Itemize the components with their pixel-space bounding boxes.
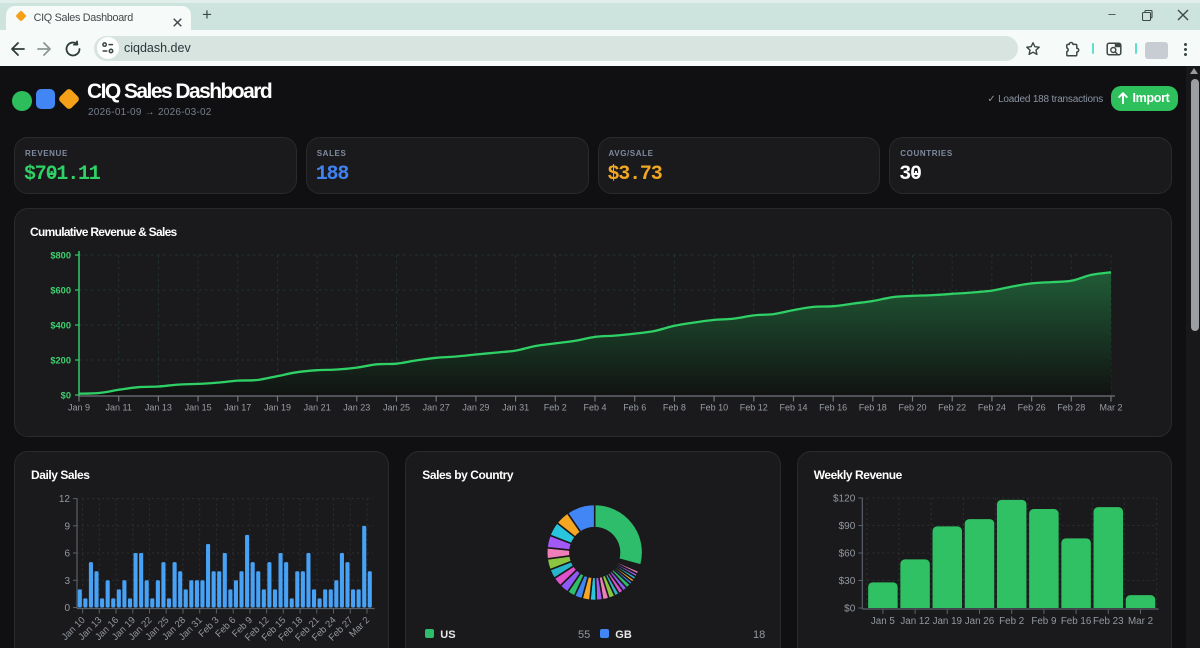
svg-text:Feb 26: Feb 26 [1018,403,1046,413]
svg-text:Jan 19: Jan 19 [264,403,291,413]
svg-text:Jan 12: Jan 12 [900,616,929,627]
svg-text:Feb 6: Feb 6 [623,403,646,413]
svg-text:Feb 2: Feb 2 [544,403,567,413]
svg-text:Feb 4: Feb 4 [583,403,606,413]
svg-text:Feb 8: Feb 8 [663,403,686,413]
svg-text:Feb 9: Feb 9 [1031,616,1056,627]
svg-text:Feb 2: Feb 2 [999,616,1024,627]
svg-text:$400: $400 [50,321,71,331]
svg-text:Jan 15: Jan 15 [185,403,212,413]
svg-text:$800: $800 [50,251,71,261]
svg-text:Jan 25: Jan 25 [383,403,410,413]
svg-text:$0: $0 [61,391,71,401]
svg-text:Jan 9: Jan 9 [68,403,90,413]
svg-text:Jan 23: Jan 23 [343,403,370,413]
svg-text:$90: $90 [838,521,855,532]
svg-text:Feb 10: Feb 10 [700,403,728,413]
svg-text:0: 0 [64,603,70,614]
svg-text:$600: $600 [50,286,71,296]
svg-text:Mar 2: Mar 2 [1128,616,1153,627]
svg-text:Feb 16: Feb 16 [1061,616,1092,627]
svg-text:$120: $120 [833,494,856,505]
svg-text:Jan 26: Jan 26 [964,616,994,627]
svg-text:Jan 29: Jan 29 [462,403,489,413]
svg-text:$0: $0 [844,604,856,615]
svg-text:Jan 17: Jan 17 [224,403,251,413]
svg-text:3: 3 [64,576,70,587]
svg-text:Feb 22: Feb 22 [938,403,966,413]
svg-text:Jan 13: Jan 13 [145,403,172,413]
svg-text:Jan 19: Jan 19 [932,616,961,627]
svg-text:Feb 12: Feb 12 [740,403,768,413]
svg-text:Feb 18: Feb 18 [859,403,887,413]
svg-text:Feb 14: Feb 14 [779,403,807,413]
svg-text:$30: $30 [838,576,855,587]
svg-text:Feb 16: Feb 16 [819,403,847,413]
svg-text:Jan 31: Jan 31 [502,403,529,413]
svg-text:Jan 5: Jan 5 [871,616,896,627]
svg-text:12: 12 [59,494,71,505]
svg-text:$60: $60 [838,549,855,560]
svg-text:Jan 27: Jan 27 [423,403,450,413]
svg-text:Jan 11: Jan 11 [106,403,132,413]
svg-text:Mar 2: Mar 2 [1099,403,1122,413]
svg-text:Feb 28: Feb 28 [1057,403,1085,413]
svg-text:Feb 20: Feb 20 [898,403,926,413]
svg-text:Feb 24: Feb 24 [978,403,1006,413]
svg-text:9: 9 [64,521,70,532]
svg-text:6: 6 [64,549,70,560]
svg-text:Jan 21: Jan 21 [304,403,331,413]
svg-text:Feb 23: Feb 23 [1093,616,1124,627]
svg-text:$200: $200 [50,356,71,366]
